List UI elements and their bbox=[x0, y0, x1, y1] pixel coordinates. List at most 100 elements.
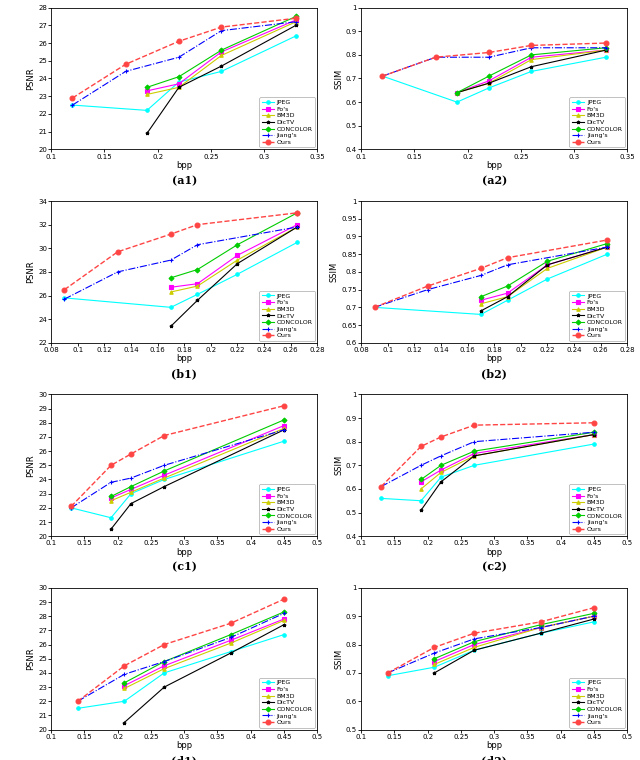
Y-axis label: PSNR: PSNR bbox=[26, 454, 35, 477]
Y-axis label: SSIM: SSIM bbox=[334, 455, 343, 476]
Fo's bbox=[292, 15, 300, 24]
Ours bbox=[67, 502, 75, 511]
DicTV bbox=[293, 223, 301, 232]
Line: JPEG: JPEG bbox=[71, 34, 298, 112]
BM3D bbox=[292, 17, 300, 27]
Line: Fo's: Fo's bbox=[479, 245, 609, 302]
Ours bbox=[379, 71, 387, 81]
DicTV bbox=[194, 296, 202, 305]
Text: (b1): (b1) bbox=[172, 369, 197, 379]
DicTV bbox=[280, 620, 288, 629]
Ours bbox=[384, 668, 392, 677]
BM3D bbox=[417, 484, 425, 493]
JPEG bbox=[61, 293, 68, 302]
Line: CONCOLOR: CONCOLOR bbox=[109, 418, 285, 499]
DicTV bbox=[590, 430, 598, 439]
DicTV bbox=[108, 524, 115, 534]
BM3D bbox=[453, 88, 461, 97]
Legend: JPEG, Fo's, BM3D, DicTV, CONCOLOR, Jiang's, Ours: JPEG, Fo's, BM3D, DicTV, CONCOLOR, Jiang… bbox=[259, 678, 316, 728]
JPEG bbox=[543, 274, 551, 283]
CONCOLOR bbox=[453, 88, 461, 97]
Line: BM3D: BM3D bbox=[145, 20, 298, 97]
BM3D bbox=[167, 287, 175, 296]
BM3D bbox=[227, 638, 235, 648]
Jiang's bbox=[108, 478, 115, 487]
Line: DicTV: DicTV bbox=[455, 49, 607, 94]
Ours bbox=[590, 603, 598, 613]
Fo's bbox=[590, 430, 598, 439]
Fo's bbox=[470, 449, 478, 458]
DicTV bbox=[485, 78, 493, 87]
Ours bbox=[280, 401, 288, 410]
X-axis label: bpp: bpp bbox=[176, 161, 192, 170]
JPEG bbox=[378, 494, 385, 503]
BM3D bbox=[218, 51, 225, 60]
DicTV bbox=[227, 648, 235, 657]
DicTV bbox=[470, 451, 478, 461]
Jiang's bbox=[61, 295, 68, 304]
Ours bbox=[122, 60, 129, 69]
Fo's bbox=[218, 47, 225, 56]
Legend: JPEG, Fo's, BM3D, DicTV, CONCOLOR, Jiang's, Ours: JPEG, Fo's, BM3D, DicTV, CONCOLOR, Jiang… bbox=[570, 291, 625, 341]
Line: CONCOLOR: CONCOLOR bbox=[145, 14, 298, 89]
Jiang's bbox=[280, 609, 288, 618]
Fo's bbox=[437, 465, 445, 474]
Line: DicTV: DicTV bbox=[433, 617, 596, 675]
DicTV bbox=[431, 668, 438, 677]
Line: DicTV: DicTV bbox=[479, 245, 609, 312]
Ours bbox=[432, 52, 440, 62]
Line: BM3D: BM3D bbox=[455, 49, 607, 94]
Jiang's bbox=[470, 437, 478, 446]
Fo's bbox=[108, 493, 115, 502]
Line: Ours: Ours bbox=[62, 211, 300, 292]
DicTV bbox=[470, 646, 478, 655]
CONCOLOR bbox=[167, 274, 175, 283]
DicTV bbox=[292, 21, 300, 30]
JPEG bbox=[108, 513, 115, 522]
Ours bbox=[280, 594, 288, 603]
JPEG bbox=[293, 238, 301, 247]
Fo's bbox=[602, 46, 610, 55]
DicTV bbox=[175, 83, 182, 92]
Ours bbox=[292, 14, 300, 23]
Line: JPEG: JPEG bbox=[372, 252, 609, 316]
Line: JPEG: JPEG bbox=[76, 633, 285, 710]
JPEG bbox=[227, 647, 235, 656]
DicTV bbox=[161, 682, 168, 692]
Fo's bbox=[453, 88, 461, 97]
Ours bbox=[74, 697, 82, 706]
Ours bbox=[227, 619, 235, 628]
Line: Jiang's: Jiang's bbox=[69, 428, 285, 509]
Ours bbox=[378, 482, 385, 491]
BM3D bbox=[234, 255, 241, 264]
Y-axis label: PSNR: PSNR bbox=[26, 261, 35, 283]
JPEG bbox=[175, 78, 182, 87]
DicTV bbox=[604, 242, 611, 252]
CONCOLOR bbox=[604, 239, 611, 248]
Jiang's bbox=[194, 240, 202, 249]
CONCOLOR bbox=[234, 240, 241, 249]
BM3D bbox=[143, 90, 151, 99]
JPEG bbox=[161, 668, 168, 677]
Text: (a2): (a2) bbox=[481, 175, 507, 186]
BM3D bbox=[108, 496, 115, 505]
Line: JPEG: JPEG bbox=[381, 55, 607, 104]
JPEG bbox=[485, 84, 493, 93]
Line: Fo's: Fo's bbox=[433, 614, 596, 663]
BM3D bbox=[161, 664, 168, 673]
Line: Fo's: Fo's bbox=[455, 49, 607, 94]
DicTV bbox=[590, 615, 598, 624]
BM3D bbox=[470, 451, 478, 461]
CONCOLOR bbox=[280, 607, 288, 616]
Ours bbox=[477, 264, 484, 273]
Fo's bbox=[417, 477, 425, 486]
Ours bbox=[175, 36, 182, 46]
JPEG bbox=[604, 249, 611, 258]
Jiang's bbox=[120, 670, 128, 679]
CONCOLOR bbox=[537, 620, 545, 629]
Fo's bbox=[161, 661, 168, 670]
Ours bbox=[470, 420, 478, 429]
Jiang's bbox=[218, 26, 225, 35]
Jiang's bbox=[477, 271, 484, 280]
JPEG bbox=[590, 617, 598, 626]
